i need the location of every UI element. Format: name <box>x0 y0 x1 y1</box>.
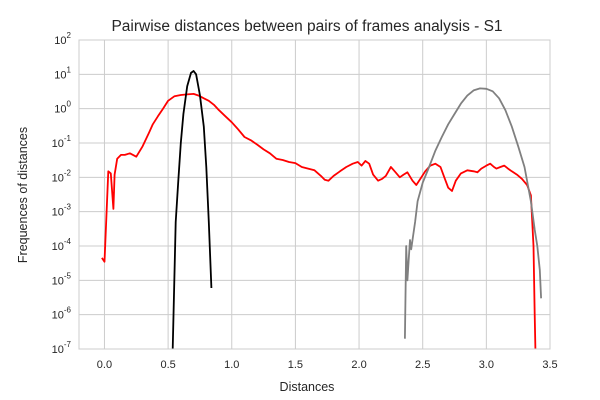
y-tick-label: 102 <box>54 31 71 47</box>
y-axis-label: Frequences of distances <box>16 127 30 263</box>
y-tick-label: 101 <box>54 65 71 81</box>
chart-title: Pairwise distances between pairs of fram… <box>111 18 502 35</box>
plot-background <box>79 40 550 349</box>
y-tick-label: 10-3 <box>52 203 72 219</box>
series-red-line <box>101 93 537 349</box>
x-tick-label: 0.5 <box>160 359 175 371</box>
y-tick-label: 10-6 <box>52 306 72 322</box>
y-tick-label: 100 <box>54 100 71 116</box>
x-axis-label: Distances <box>280 380 335 394</box>
plot-frame <box>78 39 551 350</box>
x-tick-label: 2.0 <box>351 359 366 371</box>
x-tick-label: 2.5 <box>415 359 430 371</box>
x-tick-labels: 0.0 0.5 1.0 1.5 2.0 2.5 3.0 3.5 <box>97 359 558 371</box>
series-black-line <box>171 70 213 349</box>
y-tick-label: 10-1 <box>52 134 72 150</box>
y-tick-label: 10-5 <box>52 271 72 287</box>
y-tick-labels: 10-7 10-6 10-5 10-4 10-3 10-2 10-1 100 101 102 <box>52 31 72 356</box>
x-tick-label: 3.0 <box>479 359 494 371</box>
x-tick-label: 1.0 <box>224 359 239 371</box>
y-tick-label: 10-7 <box>52 340 72 356</box>
x-tick-label: 0.0 <box>97 359 112 371</box>
x-tick-label: 1.5 <box>288 359 303 371</box>
x-tick-label: 3.5 <box>542 359 557 371</box>
series-layer <box>101 70 542 349</box>
y-tick-label: 10-2 <box>52 168 72 184</box>
series-gray-line <box>404 87 542 339</box>
y-tick-label: 10-4 <box>52 237 72 253</box>
